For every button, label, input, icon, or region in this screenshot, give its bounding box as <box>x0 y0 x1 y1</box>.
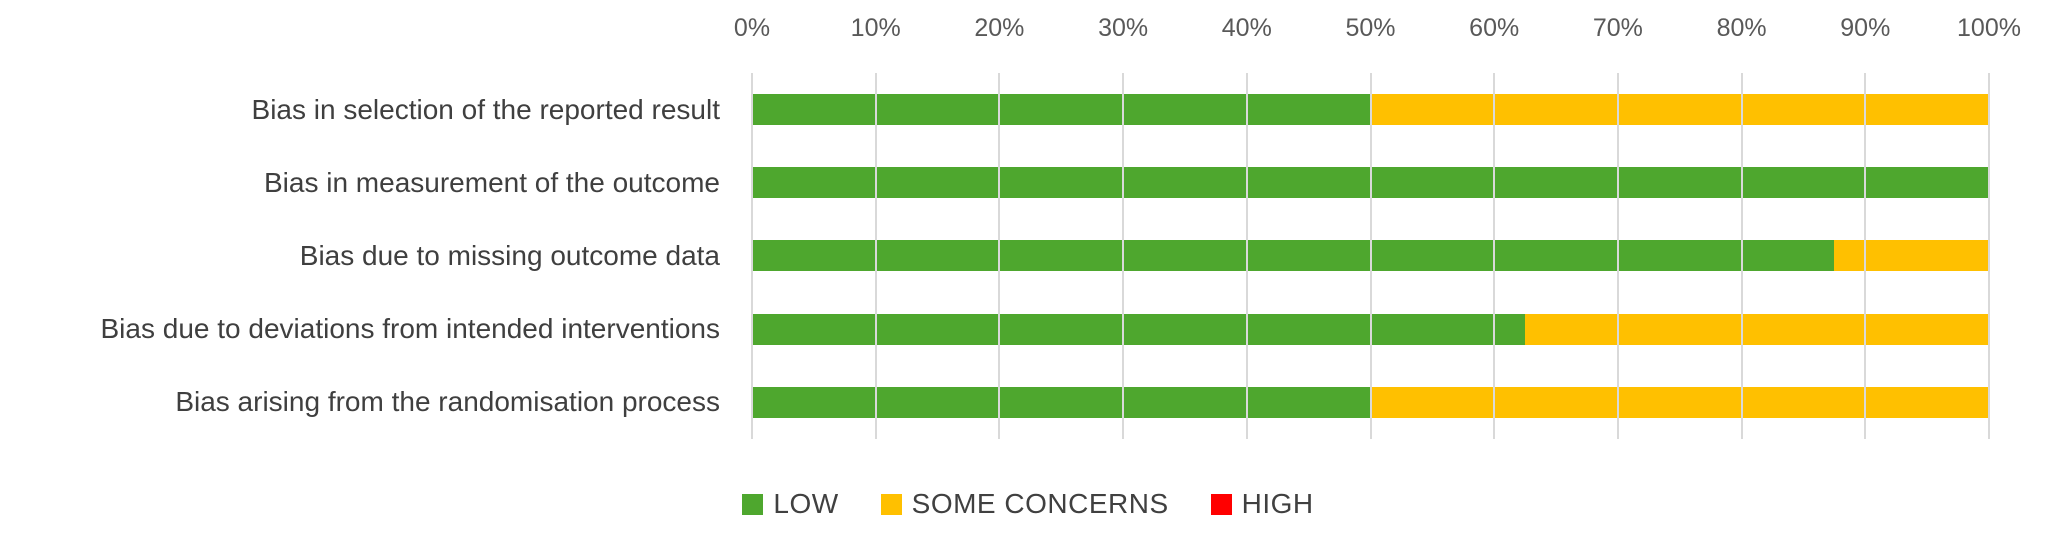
legend-swatch-icon <box>1210 493 1232 515</box>
gridline <box>1493 73 1496 439</box>
gridline <box>1245 73 1248 439</box>
bar-segment-some-concerns <box>1525 313 1989 345</box>
x-axis-tick-label: 80% <box>1716 14 1767 42</box>
gridline <box>1122 73 1125 439</box>
category-label: Bias in measurement of the outcome <box>263 166 720 198</box>
bar-row <box>752 73 1989 146</box>
gridline <box>874 73 877 439</box>
gridline <box>998 73 1001 439</box>
legend-label: LOW <box>773 488 839 519</box>
category-label: Bias due to deviations from intended int… <box>100 313 721 345</box>
x-axis-tick-label: 70% <box>1592 14 1643 42</box>
gridline <box>1864 73 1867 439</box>
bar-rows <box>752 73 1989 439</box>
bar-segment-some-concerns <box>1370 94 1989 126</box>
legend-item-high: HIGH <box>1210 488 1314 520</box>
bar-segment-low <box>752 94 1371 126</box>
category-label: Bias arising from the randomisation proc… <box>175 386 720 418</box>
gridline <box>1616 73 1619 439</box>
category-label: Bias in selection of the reported result <box>251 93 720 125</box>
gridline <box>1369 73 1372 439</box>
stacked-bar <box>752 240 1989 272</box>
x-axis-tick-label: 40% <box>1221 14 1272 42</box>
stacked-bar <box>752 313 1989 345</box>
x-axis-top: 0% 10% 20% 30% 40% 50% 60% 70% 80% 90% 100% <box>734 10 2021 46</box>
x-axis-tick-label: 50% <box>1345 14 1396 42</box>
category-label: Bias due to missing outcome data <box>299 239 720 271</box>
stacked-bar <box>752 94 1989 126</box>
legend-item-some-concerns: SOME CONCERNS <box>880 488 1169 520</box>
stacked-bar <box>752 386 1989 418</box>
category-labels: Bias in selection of the reported result… <box>0 73 721 439</box>
legend-label: HIGH <box>1241 488 1314 519</box>
bar-segment-some-concerns <box>1834 240 1989 272</box>
x-axis-tick-label: 10% <box>850 14 901 42</box>
legend-label: SOME CONCERNS <box>911 488 1169 519</box>
legend: LOW SOME CONCERNS HIGH <box>0 488 2056 520</box>
gridline <box>1988 73 1990 439</box>
gridline <box>751 73 753 439</box>
x-axis-tick-label: 60% <box>1469 14 1520 42</box>
bar-segment-some-concerns <box>1370 386 1989 418</box>
gridline <box>1740 73 1743 439</box>
bar-row <box>752 219 1989 292</box>
x-axis-tick-label: 100% <box>1957 14 2021 42</box>
x-axis-tick-label: 30% <box>1098 14 1149 42</box>
x-axis-tick-label: 0% <box>733 14 771 42</box>
bar-segment-low <box>752 386 1371 418</box>
legend-item-low: LOW <box>742 488 838 520</box>
legend-swatch-icon <box>880 493 902 515</box>
x-axis-tick-label: 20% <box>974 14 1025 42</box>
bar-row <box>752 293 1989 366</box>
legend-swatch-icon <box>742 493 764 515</box>
x-axis-tick-label: 90% <box>1840 14 1891 42</box>
bar-segment-low <box>752 313 1526 345</box>
bar-row <box>752 366 1989 439</box>
plot-area <box>751 73 1990 439</box>
bar-segment-low <box>752 240 1835 272</box>
